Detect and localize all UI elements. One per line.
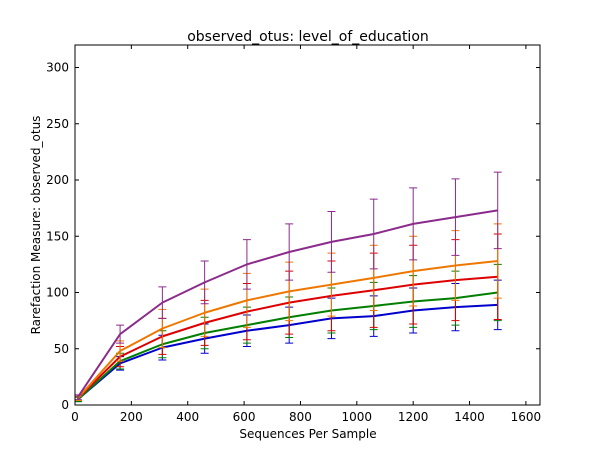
y-axis-label: Rarefaction Measure: observed_otus [29, 116, 43, 335]
y-tick-label: 200 [46, 173, 69, 187]
series-5 [75, 171, 502, 400]
series-line [76, 209, 498, 398]
series-2 [75, 263, 502, 403]
y-tick-label: 300 [46, 61, 69, 75]
x-tick-label: 400 [176, 410, 199, 424]
x-tick-label: 1400 [454, 410, 485, 424]
x-axis-label: Sequences Per Sample [239, 427, 376, 441]
x-tick-label: 600 [233, 410, 256, 424]
x-tick-label: 200 [120, 410, 143, 424]
series-group [75, 171, 502, 403]
axis-layer: 0 200 400 600 800 1000 1200 1400 1600 0 50 100 150 20… [46, 44, 542, 424]
series-line [77, 260, 498, 399]
x-tick-label: 1200 [398, 410, 429, 424]
plot-layer [75, 171, 502, 403]
x-tick-label: 1600 [511, 410, 542, 424]
y-tick-label: 250 [46, 117, 69, 131]
y-tick-label: 50 [54, 342, 69, 356]
chart-title: observed_otus: level_of_education [187, 29, 429, 45]
y-tick-label: 100 [46, 286, 69, 300]
y-tick-label: 0 [61, 398, 69, 412]
series-4 [75, 223, 502, 401]
y-tick-label: 150 [46, 229, 69, 243]
plot-frame [74, 44, 541, 406]
x-tick-label: 800 [289, 410, 312, 424]
x-tick-label: 0 [71, 410, 79, 424]
x-tick-label: 1000 [342, 410, 373, 424]
